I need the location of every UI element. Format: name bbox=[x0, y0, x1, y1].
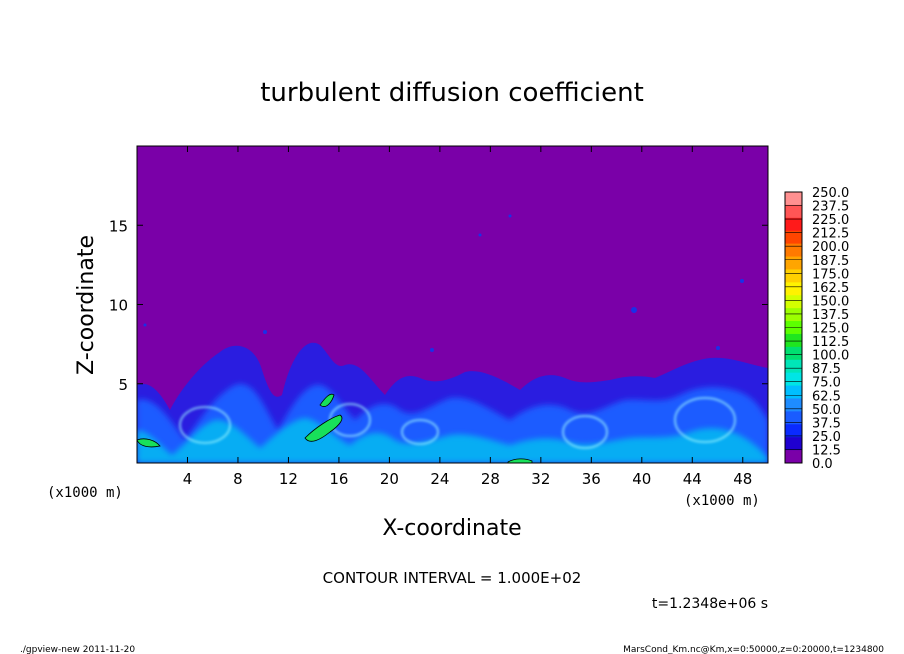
contour-patch-3 bbox=[137, 438, 161, 448]
x-tick-label: 20 bbox=[380, 470, 399, 488]
colorbar-label: 50.0 bbox=[812, 403, 841, 418]
colorbar-swatch bbox=[785, 192, 802, 206]
colorbar-label: 62.5 bbox=[812, 389, 841, 404]
puff-3 bbox=[478, 233, 482, 237]
footer-right: MarsCond_Km.nc@Km,x=0:50000,z=0:20000,t=… bbox=[623, 645, 884, 654]
colorbar-swatch bbox=[785, 243, 802, 258]
x-tick-label: 12 bbox=[279, 470, 298, 488]
x-unit-right: (x1000 m) bbox=[684, 493, 760, 509]
y-axis-label: Z-coordinate bbox=[74, 235, 99, 375]
colorbar-swatch bbox=[785, 398, 802, 412]
colorbar-label: 37.5 bbox=[812, 416, 841, 431]
colorbar-swatch bbox=[785, 424, 802, 438]
colorbar-swatch bbox=[785, 269, 802, 283]
colorbar: 250.0237.5225.0212.5200.0187.5175.0162.5… bbox=[784, 186, 849, 472]
field-layer bbox=[137, 214, 768, 463]
puff-1 bbox=[631, 307, 637, 313]
colorbar-label: 87.5 bbox=[812, 362, 841, 377]
colorbar-label: 200.0 bbox=[812, 240, 849, 255]
x-tick-label: 36 bbox=[582, 470, 601, 488]
puff-8 bbox=[143, 323, 147, 327]
x-tick-label: 32 bbox=[531, 470, 550, 488]
colorbar-label: 100.0 bbox=[812, 349, 849, 364]
colorbar-label: 162.5 bbox=[812, 281, 849, 296]
colorbar-label: 187.5 bbox=[812, 254, 849, 269]
x-axis: 4 8 12 16 20 24 28 32 36 40 44 48 bbox=[183, 146, 752, 488]
y-tick-label: 15 bbox=[109, 217, 128, 235]
colorbar-label: 112.5 bbox=[812, 335, 849, 350]
colorbar-label: 75.0 bbox=[812, 376, 841, 391]
x-axis-label: X-coordinate bbox=[382, 516, 521, 541]
colorbar-label: 25.0 bbox=[812, 430, 841, 445]
contour-patch-1 bbox=[304, 414, 343, 442]
vortex-5 bbox=[674, 397, 736, 443]
colorbar-label: 125.0 bbox=[812, 322, 849, 337]
colorbar-label: 0.0 bbox=[812, 457, 833, 472]
colorbar-swatch bbox=[785, 308, 802, 322]
x-tick-label: 4 bbox=[183, 470, 193, 488]
x-tick-label: 44 bbox=[683, 470, 702, 488]
colorbar-label: 225.0 bbox=[812, 213, 849, 228]
time-label: t=1.2348e+06 s bbox=[652, 596, 768, 612]
colorbar-swatch bbox=[785, 333, 802, 348]
colorbar-swatch bbox=[785, 346, 802, 361]
colorbar-label: 212.5 bbox=[812, 227, 849, 242]
colorbar-swatch bbox=[785, 295, 802, 309]
x-tick-label: 28 bbox=[481, 470, 500, 488]
colorbar-swatch bbox=[785, 372, 802, 387]
cyan-layer bbox=[137, 418, 768, 463]
colorbar-swatch bbox=[785, 385, 802, 399]
colorbar-swatch bbox=[785, 359, 802, 374]
x-tick-label: 16 bbox=[329, 470, 348, 488]
colorbar-label: 237.5 bbox=[812, 200, 849, 215]
chart-title: turbulent diffusion coefficient bbox=[260, 78, 644, 108]
y-axis: 5 10 15 bbox=[109, 217, 768, 394]
colorbar-label: 137.5 bbox=[812, 308, 849, 323]
puff-4 bbox=[740, 279, 744, 283]
colorbar-label: 150.0 bbox=[812, 294, 849, 309]
puff-7 bbox=[430, 348, 434, 352]
x-tick-label: 40 bbox=[632, 470, 651, 488]
vortex-1 bbox=[179, 406, 231, 444]
x-tick-label: 24 bbox=[430, 470, 449, 488]
y-tick-label: 10 bbox=[109, 297, 128, 315]
colorbar-label: 12.5 bbox=[812, 443, 841, 458]
contour-interval: CONTOUR INTERVAL = 1.000E+02 bbox=[323, 569, 582, 587]
colorbar-swatch bbox=[785, 450, 802, 464]
colorbar-swatch bbox=[785, 217, 802, 232]
vortex-3 bbox=[401, 419, 439, 445]
contour-patch-2 bbox=[319, 393, 335, 407]
puff-6 bbox=[716, 346, 720, 350]
colorbar-swatch bbox=[785, 282, 802, 296]
x-unit-left: (x1000 m) bbox=[47, 485, 123, 501]
colorbar-label: 175.0 bbox=[812, 267, 849, 282]
colorbar-swatch bbox=[785, 256, 802, 270]
colorbar-swatch bbox=[785, 411, 802, 425]
x-tick-label: 8 bbox=[233, 470, 243, 488]
footer-left: ./gpview-new 2011-11-20 bbox=[20, 645, 135, 654]
colorbar-label: 250.0 bbox=[812, 186, 849, 201]
colorbar-swatch bbox=[785, 204, 802, 219]
puff-2 bbox=[508, 214, 512, 218]
vortex-4 bbox=[562, 415, 608, 449]
puff-5 bbox=[263, 330, 267, 334]
y-tick-label: 5 bbox=[118, 376, 128, 394]
colorbar-swatch bbox=[785, 230, 802, 245]
x-tick-label: 48 bbox=[733, 470, 752, 488]
colorbar-swatch bbox=[785, 437, 802, 451]
